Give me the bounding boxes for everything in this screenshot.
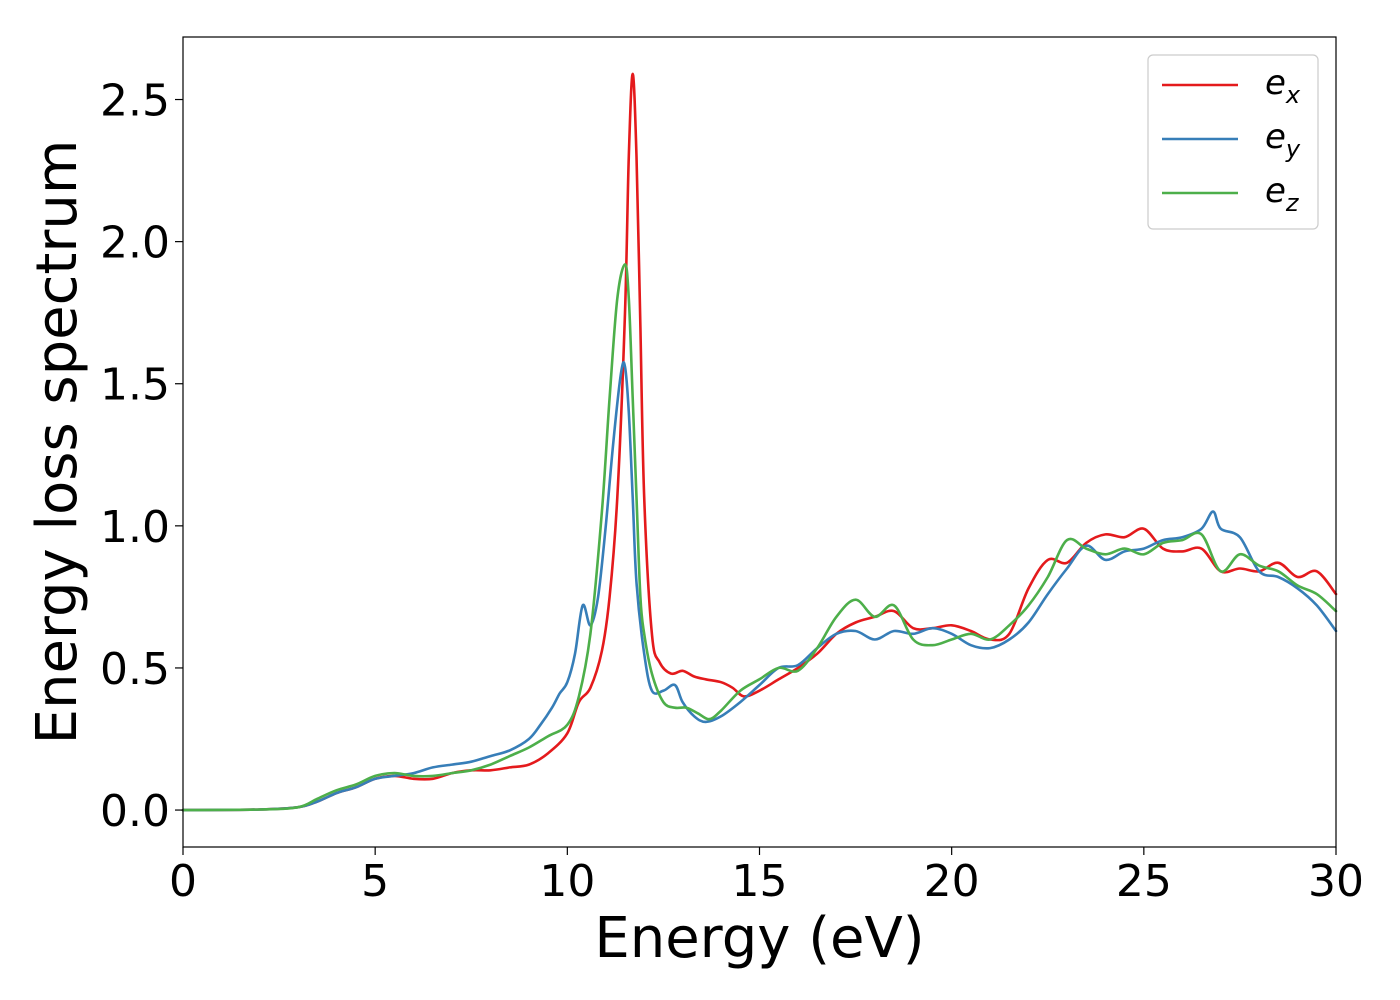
- x-axis-ticks: 0 5 10 15 20 25 30: [169, 847, 1364, 907]
- series-line-e-x: [181, 72, 1338, 812]
- x-axis-label: Energy (eV): [594, 906, 924, 971]
- x-tick-label: 15: [732, 856, 788, 907]
- legend-label-base: e: [1265, 171, 1286, 211]
- series-line-e-z: [181, 263, 1338, 812]
- x-tick-label: 0: [169, 856, 197, 907]
- series-layer: [181, 72, 1338, 812]
- y-tick-label: 1.5: [100, 360, 170, 411]
- legend-label-e-y: ey: [1265, 117, 1301, 163]
- y-tick-label: 2.0: [100, 218, 170, 269]
- legend-label-subscript: z: [1285, 189, 1300, 217]
- x-tick-label: 30: [1308, 856, 1364, 907]
- x-tick-label: 25: [1116, 856, 1172, 907]
- legend-label-subscript: x: [1285, 81, 1301, 109]
- legend-label-subscript: y: [1285, 135, 1301, 163]
- legend-label-e-z: ez: [1265, 171, 1300, 217]
- y-tick-label: 0.0: [100, 786, 170, 837]
- series-line-e-y: [181, 361, 1338, 812]
- y-tick-label: 1.0: [100, 502, 170, 553]
- y-axis-label: Energy loss spectrum: [25, 140, 90, 745]
- legend-label-base: e: [1265, 63, 1286, 103]
- y-tick-label: 2.5: [100, 76, 170, 127]
- x-tick-label: 10: [539, 856, 595, 907]
- legend-label-base: e: [1265, 117, 1286, 157]
- y-tick-label: 0.5: [100, 644, 170, 695]
- y-axis-ticks: 0.0 0.5 1.0 1.5 2.0 2.5: [100, 76, 183, 837]
- legend-label-e-x: ex: [1265, 63, 1301, 109]
- x-tick-label: 5: [361, 856, 389, 907]
- legend-box: [1147, 54, 1319, 230]
- x-tick-label: 20: [924, 856, 980, 907]
